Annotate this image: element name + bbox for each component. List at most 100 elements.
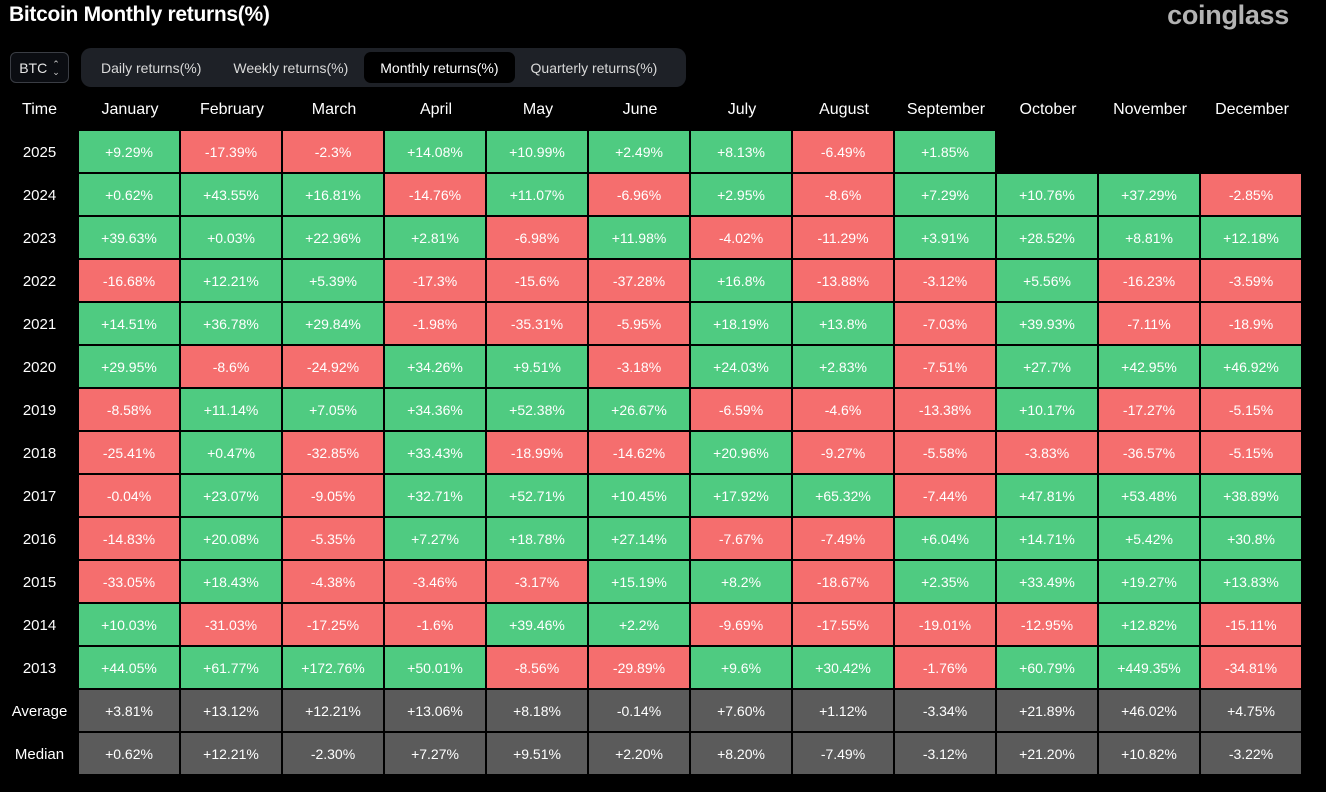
tab-daily-returns[interactable]: Daily returns(%) bbox=[101, 59, 202, 76]
return-cell: +39.63% bbox=[79, 217, 181, 260]
column-header-may: May bbox=[522, 100, 554, 118]
return-cell: -34.81% bbox=[1201, 647, 1303, 690]
return-cell: +36.78% bbox=[181, 303, 283, 346]
return-cell: -16.68% bbox=[79, 260, 181, 303]
return-cell: -32.85% bbox=[283, 432, 385, 475]
return-cell: +52.71% bbox=[487, 475, 589, 518]
return-cell: +44.05% bbox=[79, 647, 181, 690]
return-cell: +9.29% bbox=[79, 131, 181, 174]
return-cell: -13.38% bbox=[895, 389, 997, 432]
return-cell: +12.82% bbox=[1099, 604, 1201, 647]
return-cell: +2.95% bbox=[691, 174, 793, 217]
return-cell: +15.19% bbox=[589, 561, 691, 604]
return-cell: -9.27% bbox=[793, 432, 895, 475]
return-cell: -18.67% bbox=[793, 561, 895, 604]
return-cell: +2.35% bbox=[895, 561, 997, 604]
row-label-year: 2023 bbox=[22, 230, 57, 247]
return-cell: -17.39% bbox=[181, 131, 283, 174]
return-cell: -3.12% bbox=[895, 260, 997, 303]
return-cell: +5.56% bbox=[997, 260, 1099, 303]
return-cell: +11.14% bbox=[181, 389, 283, 432]
return-cell: +37.29% bbox=[1099, 174, 1201, 217]
return-cell: +6.04% bbox=[895, 518, 997, 561]
return-cell: -18.99% bbox=[487, 432, 589, 475]
return-cell: +0.03% bbox=[181, 217, 283, 260]
return-cell: -6.98% bbox=[487, 217, 589, 260]
return-cell: -19.01% bbox=[895, 604, 997, 647]
return-cell: -17.25% bbox=[283, 604, 385, 647]
tab-monthly-returns[interactable]: Monthly returns(%) bbox=[364, 52, 515, 83]
return-cell: -5.58% bbox=[895, 432, 997, 475]
return-cell: +43.55% bbox=[181, 174, 283, 217]
returns-period-tabs: Daily returns(%) Weekly returns(%) Month… bbox=[81, 48, 686, 87]
average-cell: +12.21% bbox=[283, 690, 385, 733]
return-cell: -7.49% bbox=[793, 518, 895, 561]
return-cell: +16.81% bbox=[283, 174, 385, 217]
average-cell: +46.02% bbox=[1099, 690, 1201, 733]
median-cell: +8.20% bbox=[691, 733, 793, 776]
tab-quarterly-returns[interactable]: Quarterly returns(%) bbox=[530, 59, 658, 76]
return-cell: +24.03% bbox=[691, 346, 793, 389]
return-cell: -7.51% bbox=[895, 346, 997, 389]
column-header-august: August bbox=[819, 100, 869, 118]
return-cell: +8.13% bbox=[691, 131, 793, 174]
return-cell: +33.49% bbox=[997, 561, 1099, 604]
row-label-year: 2025 bbox=[22, 144, 57, 161]
row-label-average: Average bbox=[11, 703, 68, 720]
return-cell: +2.81% bbox=[385, 217, 487, 260]
return-cell: -7.03% bbox=[895, 303, 997, 346]
return-cell: -7.67% bbox=[691, 518, 793, 561]
return-cell: +34.26% bbox=[385, 346, 487, 389]
empty-cell bbox=[1201, 131, 1303, 174]
return-cell: -11.29% bbox=[793, 217, 895, 260]
tab-weekly-returns[interactable]: Weekly returns(%) bbox=[233, 59, 349, 76]
return-cell: +13.83% bbox=[1201, 561, 1303, 604]
return-cell: -17.3% bbox=[385, 260, 487, 303]
row-label-median: Median bbox=[14, 746, 65, 763]
return-cell: -36.57% bbox=[1099, 432, 1201, 475]
return-cell: -5.35% bbox=[283, 518, 385, 561]
return-cell: -15.11% bbox=[1201, 604, 1303, 647]
return-cell: +23.07% bbox=[181, 475, 283, 518]
row-label-year: 2020 bbox=[22, 359, 57, 376]
row-label-year: 2017 bbox=[22, 488, 57, 505]
median-cell: -7.49% bbox=[793, 733, 895, 776]
return-cell: -14.62% bbox=[589, 432, 691, 475]
return-cell: -4.38% bbox=[283, 561, 385, 604]
return-cell: +10.76% bbox=[997, 174, 1099, 217]
column-header-june: June bbox=[622, 100, 658, 118]
page-title: Bitcoin Monthly returns(%) bbox=[9, 3, 270, 26]
return-cell: -35.31% bbox=[487, 303, 589, 346]
return-cell: -3.46% bbox=[385, 561, 487, 604]
average-cell: +1.12% bbox=[793, 690, 895, 733]
return-cell: +46.92% bbox=[1201, 346, 1303, 389]
return-cell: -29.89% bbox=[589, 647, 691, 690]
average-cell: +13.12% bbox=[181, 690, 283, 733]
return-cell: -9.05% bbox=[283, 475, 385, 518]
average-cell: +7.60% bbox=[691, 690, 793, 733]
return-cell: -3.83% bbox=[997, 432, 1099, 475]
column-header-january: January bbox=[101, 100, 159, 118]
return-cell: -4.02% bbox=[691, 217, 793, 260]
return-cell: -16.23% bbox=[1099, 260, 1201, 303]
return-cell: +5.39% bbox=[283, 260, 385, 303]
return-cell: -25.41% bbox=[79, 432, 181, 475]
return-cell: +9.6% bbox=[691, 647, 793, 690]
return-cell: +28.52% bbox=[997, 217, 1099, 260]
row-label-year: 2024 bbox=[22, 187, 57, 204]
return-cell: -12.95% bbox=[997, 604, 1099, 647]
symbol-select[interactable]: BTC ⌃ ⌄ bbox=[10, 52, 69, 83]
return-cell: -8.6% bbox=[181, 346, 283, 389]
return-cell: +13.8% bbox=[793, 303, 895, 346]
return-cell: +20.96% bbox=[691, 432, 793, 475]
average-cell: +13.06% bbox=[385, 690, 487, 733]
return-cell: +2.83% bbox=[793, 346, 895, 389]
return-cell: +12.18% bbox=[1201, 217, 1303, 260]
column-header-time: Time bbox=[22, 100, 57, 118]
return-cell: -3.17% bbox=[487, 561, 589, 604]
return-cell: -3.18% bbox=[589, 346, 691, 389]
return-cell: +60.79% bbox=[997, 647, 1099, 690]
return-cell: -14.76% bbox=[385, 174, 487, 217]
return-cell: +18.78% bbox=[487, 518, 589, 561]
return-cell: -15.6% bbox=[487, 260, 589, 303]
